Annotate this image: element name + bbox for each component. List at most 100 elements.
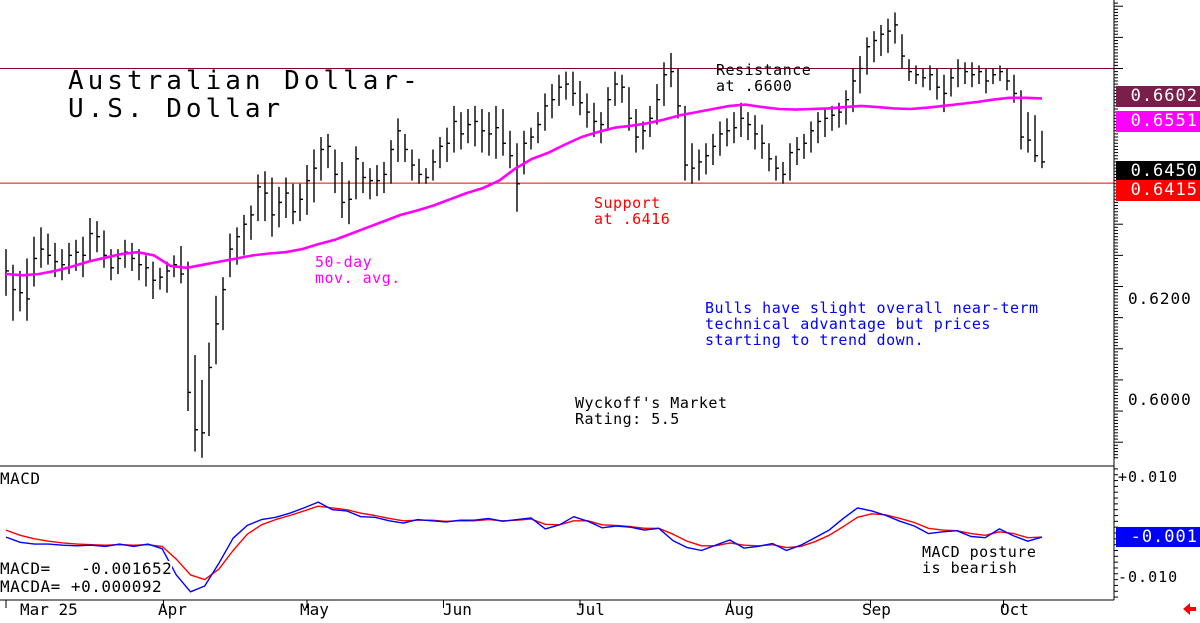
price-bar	[397, 118, 401, 162]
price-bar	[782, 161, 786, 184]
price-bar	[348, 180, 352, 225]
price-bar	[327, 133, 331, 169]
price-bar	[1020, 90, 1024, 150]
macd-tick-label: -0.010	[1118, 568, 1179, 586]
price-bar	[495, 105, 499, 159]
price-bar	[432, 149, 436, 181]
macd-panel-label: MACD	[0, 469, 41, 488]
resistance-annotation-line1: Resistance	[716, 61, 812, 79]
price-bar	[558, 74, 562, 106]
price-bar	[873, 31, 877, 63]
price-bar	[992, 68, 996, 85]
price-bar	[908, 59, 912, 81]
price-bar	[362, 161, 366, 194]
price-bar	[859, 56, 863, 94]
moving-average-line	[5, 96, 1043, 277]
rating-line1: Wyckoff's Market	[575, 394, 728, 412]
price-bar	[1041, 130, 1045, 169]
price-bar	[12, 264, 16, 321]
price-bar	[89, 217, 93, 262]
price-bar	[355, 146, 359, 200]
price-bar	[593, 102, 597, 138]
price-bar	[950, 68, 954, 97]
month-label: Oct	[1000, 600, 1029, 619]
price-bar	[614, 71, 618, 106]
price-bar	[663, 62, 667, 106]
last-price-tag: 0.6450	[1116, 161, 1200, 182]
price-bar	[68, 242, 72, 275]
support-price-tag: 0.6415	[1116, 180, 1200, 201]
chart-title-line1: Australian Dollar-	[68, 66, 422, 96]
price-bar	[320, 137, 324, 181]
price-bar	[656, 84, 660, 125]
month-label: Apr	[158, 600, 187, 619]
price-bar	[537, 112, 541, 144]
price-bar	[929, 65, 933, 91]
price-bar	[789, 143, 793, 181]
price-bar	[705, 143, 709, 175]
price-bar	[866, 37, 870, 75]
price-bar	[474, 105, 478, 147]
price-bar	[880, 24, 884, 57]
price-bar	[936, 68, 940, 100]
macd-posture-line1: MACD posture	[922, 543, 1037, 561]
price-bar	[964, 62, 968, 85]
price-bar	[985, 68, 989, 94]
price-bar	[103, 230, 107, 268]
price-bar	[5, 249, 9, 296]
price-bar	[488, 112, 492, 156]
macd-line	[5, 501, 1043, 593]
price-bar	[523, 130, 527, 175]
price-bar	[285, 177, 289, 218]
macda-readout: MACDA= +0.000092	[0, 577, 163, 596]
price-tick-label: 0.6200	[1128, 289, 1192, 308]
price-bar	[453, 105, 457, 153]
price-bar	[586, 93, 590, 128]
price-bar	[159, 267, 163, 290]
price-bar	[754, 115, 758, 150]
price-bar	[222, 277, 226, 331]
month-label: Jun	[443, 600, 472, 619]
support-annotation-line1: Support	[594, 194, 661, 212]
price-bar	[803, 133, 807, 159]
price-bar	[628, 87, 632, 131]
price-bar	[684, 105, 688, 181]
price-bar	[1034, 115, 1038, 162]
price-bar	[502, 108, 506, 156]
price-bar	[761, 124, 765, 159]
moving-average-layer	[5, 96, 1043, 277]
price-bar	[117, 249, 121, 275]
price-bar	[411, 149, 415, 181]
chart-title-line2: U.S. Dollar	[68, 94, 285, 124]
month-label: Sep	[862, 600, 891, 619]
price-bar	[817, 112, 821, 144]
price-tick-label: 0.6000	[1128, 390, 1192, 409]
commentary-line1: Bulls have slight overall near-term	[705, 299, 1039, 317]
price-bar	[257, 174, 261, 222]
price-bar	[670, 52, 674, 88]
price-bar	[831, 105, 835, 131]
price-bar	[600, 112, 604, 144]
price-bar	[957, 59, 961, 88]
price-bar	[47, 233, 51, 265]
price-bar	[810, 121, 814, 153]
price-bar	[390, 140, 394, 184]
mavg-annotation-line1: 50-day	[315, 253, 373, 271]
price-bar	[61, 249, 65, 281]
macd-tick-label: +0.010	[1118, 468, 1179, 486]
price-bar	[376, 165, 380, 197]
price-bar	[698, 149, 702, 181]
price-bar	[418, 158, 422, 184]
price-bar	[726, 118, 730, 147]
arrow-left-icon[interactable]	[1181, 600, 1197, 618]
price-bar	[264, 171, 268, 222]
price-bar	[243, 214, 247, 256]
macd-readout: MACD= -0.001652	[0, 559, 173, 578]
price-bar	[369, 168, 373, 200]
price-bar	[180, 246, 184, 284]
price-bar	[194, 355, 198, 452]
price-bar	[467, 108, 471, 144]
price-bar	[621, 74, 625, 103]
price-bar	[915, 65, 919, 85]
resistance-annotation-line2: at .6600	[716, 77, 793, 95]
